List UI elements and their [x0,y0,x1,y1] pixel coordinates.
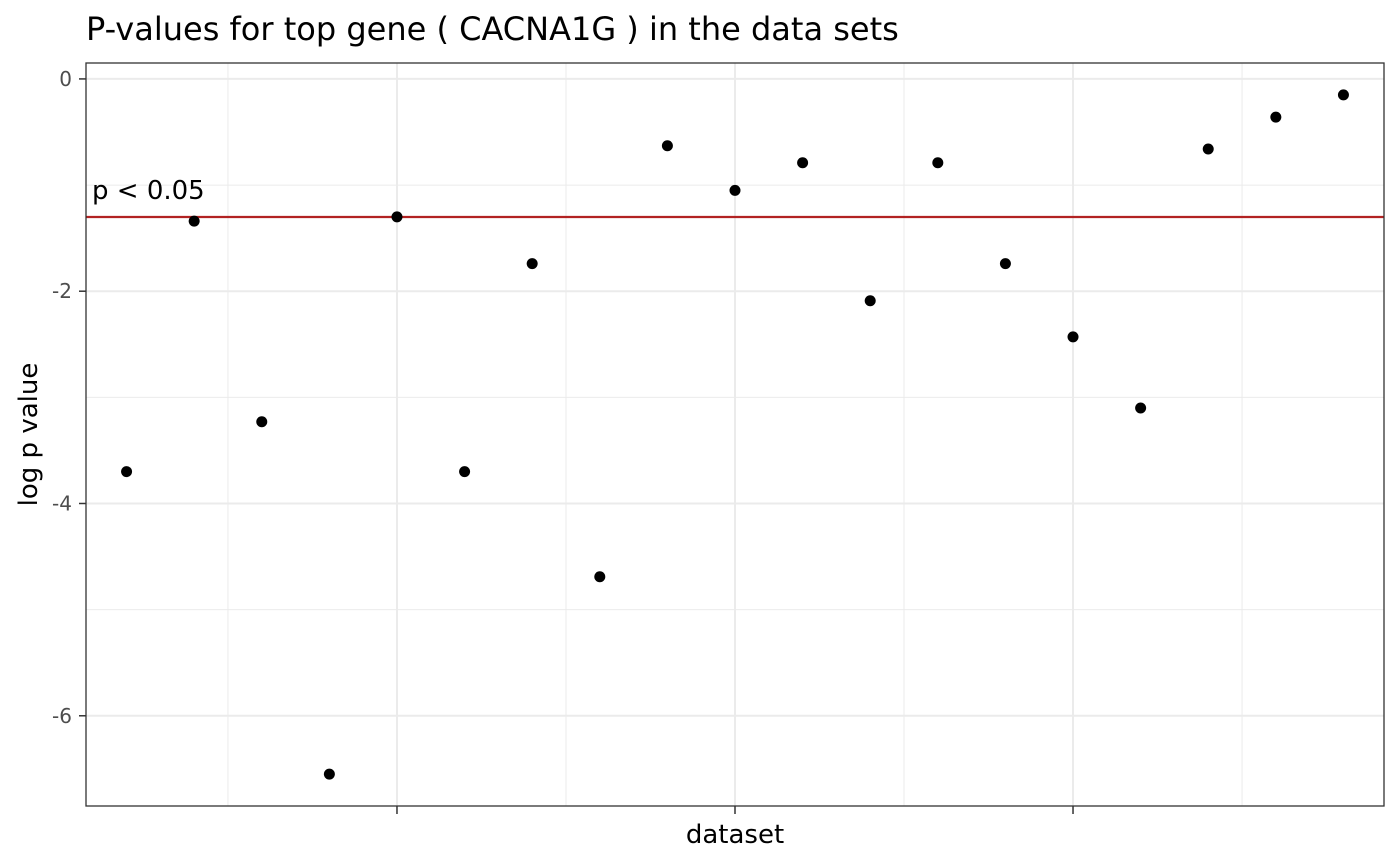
chart-title: P-values for top gene ( CACNA1G ) in the… [86,10,899,48]
y-axis: 0 -2 -4 -6 [52,67,86,728]
data-point [661,140,673,152]
y-axis-title: log p value [14,363,44,507]
y-tick-label: -4 [52,491,72,515]
data-point [1202,143,1214,155]
data-point [256,416,268,428]
data-point [121,466,133,478]
plot-panel: p < 0.05 [85,62,1385,807]
data-point [188,215,200,227]
x-axis-title: dataset [686,820,784,850]
data-point [1135,402,1147,414]
data-point [526,258,538,270]
data-point [1270,111,1282,123]
data-point [864,295,876,307]
data-point [594,571,606,583]
data-point [999,258,1011,270]
data-point [729,184,741,196]
data-point [459,466,471,478]
x-axis [396,806,1074,814]
data-point [323,768,335,780]
data-point [797,157,809,169]
y-tick-label: -2 [52,279,72,303]
reference-line-label: p < 0.05 [92,176,205,206]
data-point [1067,331,1079,343]
data-points [121,89,1349,780]
data-point [1337,89,1349,101]
y-tick-label: 0 [59,67,72,91]
y-tick-label: -6 [52,704,72,728]
data-point [391,211,403,223]
data-point [932,157,944,169]
